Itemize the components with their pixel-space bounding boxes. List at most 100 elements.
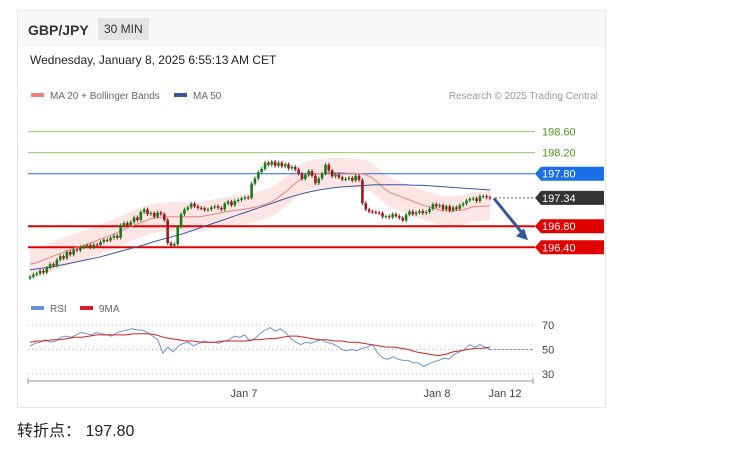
legend-ma50-label: MA 50 <box>193 91 222 102</box>
candle-body <box>236 199 240 202</box>
pivot-footer: 转折点： 197.80 <box>17 417 134 441</box>
candle-body <box>92 244 96 248</box>
candle-body <box>381 213 384 217</box>
ma50-line <box>29 184 491 271</box>
candle-body <box>65 251 69 259</box>
legend-rsi-label: RSI <box>50 304 67 315</box>
legend-ma9-label: 9MA <box>99 304 120 315</box>
candle-body <box>112 235 116 238</box>
candle-body <box>169 243 173 246</box>
x-tick-Jan-8: Jan 8 <box>424 388 451 400</box>
candle-body <box>327 164 331 171</box>
candle-body <box>475 198 478 202</box>
legend-ma20-label: MA 20 + Bollinger Bands <box>50 91 160 102</box>
candle-body <box>371 211 374 213</box>
candle-body <box>220 207 223 210</box>
candle-body <box>216 206 220 208</box>
candle-body <box>283 164 287 167</box>
rsi-line <box>29 327 491 368</box>
candle-body <box>176 226 180 245</box>
candle-body <box>79 247 82 251</box>
candle-body <box>203 208 206 210</box>
candle-body <box>421 211 425 214</box>
pivot-label: 转折点： <box>17 423 82 440</box>
candle-body <box>314 175 317 184</box>
candle-body <box>35 273 39 275</box>
candle-body <box>287 164 290 169</box>
candle-body <box>132 217 136 223</box>
candle-body <box>122 223 126 226</box>
rsi-swatch <box>31 306 44 311</box>
candle-body <box>461 203 465 206</box>
candle-body <box>72 249 75 255</box>
candle-body <box>334 174 337 177</box>
level-label-197.80: 197.80 <box>542 169 576 181</box>
candle-body <box>119 225 122 238</box>
candle-body <box>149 213 153 215</box>
candle-body <box>32 274 35 277</box>
candle-body <box>126 223 129 226</box>
candle-body <box>300 173 304 179</box>
candle-body <box>102 239 106 243</box>
candle-body <box>75 249 79 251</box>
candle-body <box>280 162 284 167</box>
candle-body <box>374 212 378 214</box>
candle-body <box>189 203 193 208</box>
candle-body <box>485 196 488 198</box>
level-tag-197.80 <box>535 166 604 181</box>
candle-body <box>273 161 277 166</box>
candle-body <box>62 256 65 259</box>
candle-body <box>384 216 388 218</box>
candle-body <box>391 214 394 218</box>
candle-body <box>317 178 321 184</box>
candle-body <box>142 209 146 213</box>
candle-body <box>398 216 401 218</box>
candle-body <box>401 217 405 221</box>
candle-body <box>163 214 166 220</box>
candle-body <box>451 207 455 211</box>
candle-body <box>136 217 139 220</box>
candle-body <box>320 173 324 179</box>
ma20-line <box>29 172 491 265</box>
candle-body <box>210 207 213 210</box>
x-tick-Jan-7: Jan 7 <box>231 388 258 400</box>
candle-body <box>290 166 294 169</box>
candle-body <box>394 214 398 217</box>
rsi-tick-50: 50 <box>542 345 554 357</box>
timeframe-badge[interactable]: 30 MIN <box>98 18 149 40</box>
level-label-197.34: 197.34 <box>542 193 576 205</box>
candle-body <box>240 198 243 200</box>
rsi-tick-70: 70 <box>542 320 554 332</box>
candle-body <box>330 170 334 177</box>
x-tick-Jan-12: Jan 12 <box>488 388 521 400</box>
legend-rsi: RSI <box>31 304 67 315</box>
legend-ma20: MA 20 + Bollinger Bands <box>31 91 160 102</box>
candle-body <box>428 208 431 213</box>
candle-body <box>488 197 492 199</box>
candle-body <box>337 174 341 178</box>
level-tag-196.80 <box>535 219 604 234</box>
candle-body <box>246 197 250 199</box>
candle-body <box>243 197 247 199</box>
candle-body <box>367 209 371 212</box>
candle-body <box>115 235 119 238</box>
datetime-label: Wednesday, January 8, 2025 6:55:13 AM CE… <box>30 53 277 67</box>
level-label-196.80: 196.80 <box>542 221 576 233</box>
candle-body <box>260 168 263 173</box>
candle-body <box>179 214 183 227</box>
forecast-arrow-head <box>516 228 528 241</box>
candle-body <box>48 264 52 268</box>
candle-body <box>183 209 186 215</box>
candle-body <box>387 216 391 218</box>
candle-body <box>408 211 411 215</box>
chart-header: GBP/JPY 30 MIN <box>18 11 605 47</box>
candle-body <box>445 206 448 210</box>
bollinger-band <box>30 157 490 279</box>
candle-body <box>293 166 297 170</box>
candle-body <box>186 207 190 210</box>
candle-body <box>340 177 344 180</box>
candle-body <box>455 207 458 209</box>
pivot-value: 197.80 <box>85 423 135 440</box>
candle-body <box>196 206 200 208</box>
